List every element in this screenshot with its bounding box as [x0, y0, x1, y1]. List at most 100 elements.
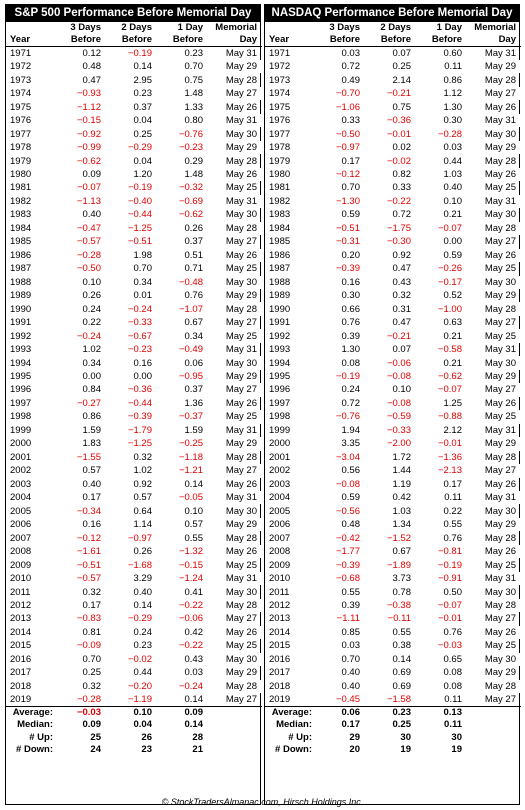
one-day-before-cell: 2.12 [443, 424, 463, 436]
three-days-before-cell: −0.15 [58, 113, 109, 128]
three-days-before-cell: −0.50 [76, 263, 101, 275]
year-cell: 2015 [269, 640, 291, 652]
three-days-before-cell: −1.30 [317, 194, 368, 209]
memorial-day-cell: May 26 [211, 248, 262, 263]
year-cell: 1984 [265, 221, 317, 236]
memorial-day-cell: May 29 [225, 371, 257, 383]
two-days-before-cell: −0.29 [127, 613, 152, 625]
memorial-day-cell: May 27 [484, 236, 516, 248]
year-cell: 2017 [10, 667, 32, 679]
one-day-before-cell: −0.07 [419, 598, 470, 613]
one-day-before-cell: 0.67 [184, 317, 204, 329]
memorial-day-cell: May 28 [225, 532, 257, 544]
year-cell: 1974 [265, 86, 317, 101]
memorial-day-cell: May 29 [211, 140, 262, 155]
one-day-before-cell: 0.17 [443, 478, 463, 490]
memorial-day-cell: May 31 [211, 571, 262, 586]
one-day-before-cell: −1.21 [160, 464, 211, 478]
three-days-before-cell: −0.28 [76, 694, 101, 706]
one-day-before-cell: 0.76 [419, 625, 470, 640]
table-row: 1977 −0.50 −0.01 −0.28 May 30 [265, 127, 521, 140]
year-cell: 1978 [265, 140, 317, 155]
memorial-day-cell: May 25 [484, 182, 516, 194]
one-day-before-cell: 1.25 [443, 397, 463, 409]
two-days-before-cell: 1.44 [368, 464, 419, 478]
one-day-before-cell: −0.07 [419, 221, 470, 236]
one-day-before-cell: −0.17 [419, 275, 470, 289]
three-days-before-cell: 0.24 [317, 383, 368, 397]
memorial-day-cell: May 25 [470, 329, 521, 343]
nasdaq-table: 3 Days 2 Days 1 Day Memorial Year Before… [265, 22, 521, 756]
two-days-before-cell: 0.75 [392, 101, 412, 113]
three-days-before-cell: 0.84 [58, 383, 109, 397]
three-days-before-cell: −0.39 [335, 559, 360, 571]
nasdaq-table-body: 1971 0.03 0.07 0.60 May 31 1972 0.72 0.25 0.11 Ma… [265, 47, 521, 707]
memorial-day-cell: May 25 [225, 640, 257, 652]
year-cell: 2019 [10, 694, 32, 706]
year-cell: 2014 [265, 625, 317, 640]
header-day: Day [470, 34, 521, 47]
two-days-before-cell: −0.21 [368, 329, 419, 343]
year-cell: 1993 [269, 344, 291, 356]
three-days-before-cell: 0.48 [317, 517, 368, 532]
three-days-before-cell: −0.68 [317, 571, 368, 586]
one-day-before-cell: −0.48 [160, 275, 211, 289]
three-days-before-cell: 0.76 [341, 317, 361, 329]
table-row: 1972 0.72 0.25 0.11 May 29 [265, 60, 521, 74]
memorial-day-cell: May 27 [211, 86, 262, 101]
header-1-day: 1 Day [177, 22, 203, 33]
table-row: 1998 −0.76 −0.59 −0.88 May 25 [265, 410, 521, 424]
one-day-before-cell: 1.30 [443, 101, 463, 113]
one-day-before-cell: −1.32 [160, 544, 211, 559]
sp500-table-panel: S&P 500 Performance Before Memorial Day … [5, 4, 262, 805]
one-day-before-cell: 0.14 [184, 694, 204, 706]
two-days-before-cell: −0.19 [127, 48, 152, 59]
three-days-before-cell: −0.45 [335, 694, 360, 706]
table-row: 1978 −0.99 −0.29 −0.23 May 29 [6, 140, 262, 155]
table-row: 2007 −0.42 −1.52 0.76 May 28 [265, 531, 521, 544]
two-days-before-cell: 0.82 [368, 167, 419, 182]
memorial-day-cell: May 26 [484, 478, 516, 490]
table-row: 1987 −0.50 0.70 0.71 May 25 [6, 262, 262, 275]
memorial-day-cell: May 29 [484, 290, 516, 302]
two-days-before-cell: −0.38 [368, 598, 419, 613]
two-days-before-cell: −1.25 [109, 437, 160, 451]
year-cell: 1973 [10, 74, 32, 86]
one-day-before-cell: 0.03 [419, 140, 470, 155]
three-days-before-cell: −0.83 [76, 613, 101, 625]
three-days-before-cell: 1.83 [58, 437, 109, 451]
year-cell: 1993 [10, 344, 32, 356]
year-cell: 2002 [6, 464, 58, 478]
year-cell: 1992 [6, 329, 58, 343]
memorial-day-cell: May 26 [211, 167, 262, 182]
memorial-day-cell: May 30 [484, 128, 516, 140]
one-day-before-cell: 0.11 [419, 491, 470, 505]
header-day: Day [211, 34, 262, 47]
two-days-before-cell: 1.03 [392, 505, 412, 517]
nasdaq-summary: Average: 0.06 0.23 0.13 Median: 0.17 0.25 0.11 #… [265, 706, 521, 757]
year-cell: 2012 [265, 598, 317, 613]
summary-value: 19 [451, 743, 462, 755]
three-days-before-cell: 0.40 [82, 478, 102, 490]
summary-row: Median: 0.17 0.25 0.11 [265, 719, 521, 731]
memorial-day-cell: May 27 [470, 464, 521, 478]
one-day-before-cell: −0.22 [160, 598, 211, 613]
two-days-before-cell: −0.06 [368, 356, 419, 370]
summary-label: Median: [17, 719, 53, 731]
year-cell: 1972 [265, 60, 317, 74]
three-days-before-cell: 0.40 [317, 679, 368, 694]
header-3-days: 3 Days [70, 22, 101, 33]
year-cell: 2007 [10, 532, 32, 544]
two-days-before-cell: 0.14 [109, 60, 160, 74]
sp500-table-body: 1971 0.12 −0.19 0.23 May 31 1972 0.48 0.14 0.70 M… [6, 47, 262, 707]
year-cell: 1977 [269, 128, 291, 140]
year-cell: 2008 [6, 544, 58, 559]
memorial-day-cell: May 31 [484, 424, 516, 436]
two-days-before-cell: 1.34 [368, 517, 419, 532]
year-cell: 1987 [10, 263, 32, 275]
three-days-before-cell: −1.12 [76, 101, 101, 113]
table-row: 1989 0.26 0.01 0.76 May 29 [6, 289, 262, 302]
two-days-before-cell: 1.98 [109, 248, 160, 263]
sp500-table-title: S&P 500 Performance Before Memorial Day [6, 5, 260, 22]
three-days-before-cell: 0.57 [58, 464, 109, 478]
